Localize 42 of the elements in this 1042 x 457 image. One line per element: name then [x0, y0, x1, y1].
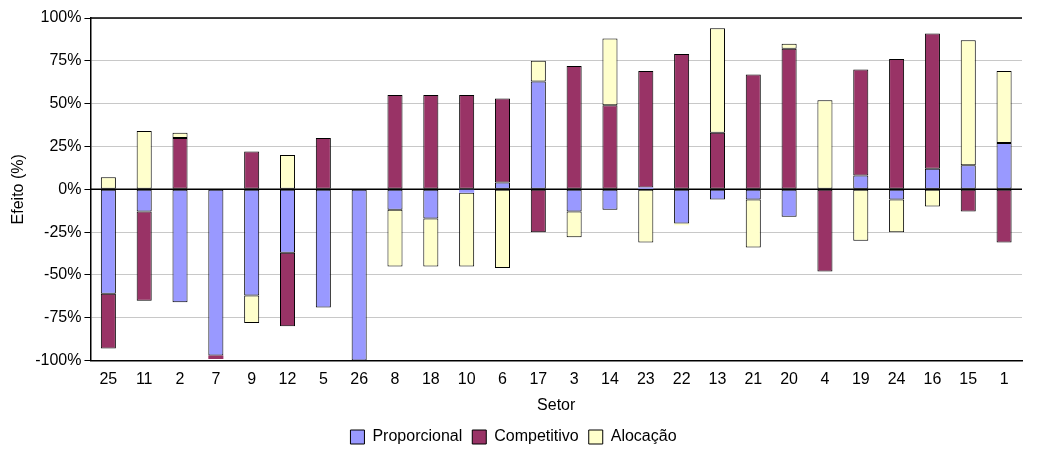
- x-tick-label: 5: [318, 369, 328, 387]
- x-tick-label: 19: [851, 369, 870, 387]
- y-axis-title: Efeito (%): [9, 154, 27, 225]
- x-axis-title: Setor: [537, 395, 577, 413]
- legend-label: Proporcional: [372, 427, 463, 445]
- y-tick-label: 50%: [49, 94, 82, 112]
- x-tick-label: 17: [529, 369, 548, 387]
- x-tick-label: 23: [636, 369, 655, 387]
- legend-label: Alocação: [610, 427, 677, 445]
- x-tick-label: 22: [672, 369, 691, 387]
- x-tick-label: 26: [350, 369, 369, 387]
- x-tick-label: 11: [135, 369, 153, 387]
- bar: [459, 189, 475, 193]
- x-tick-label: 4: [820, 369, 830, 387]
- x-tick-label: 25: [99, 369, 118, 387]
- x-tick-label: 9: [247, 369, 257, 387]
- x-tick-label: 13: [708, 369, 727, 387]
- x-tick-label: 6: [498, 369, 508, 387]
- y-tick-label: 0%: [58, 179, 82, 197]
- y-tick-label: 75%: [49, 51, 82, 69]
- y-tick-label: -100%: [35, 351, 82, 369]
- x-tick-label: 10: [457, 369, 476, 387]
- x-tick-label: 14: [601, 369, 619, 387]
- x-tick-label: 15: [959, 369, 978, 387]
- y-tick-label: 25%: [49, 136, 82, 154]
- legend-label: Competitivo: [494, 427, 579, 445]
- x-tick-label: 2: [175, 369, 185, 387]
- x-tick-label: 1: [999, 369, 1009, 387]
- x-tick-label: 3: [569, 369, 579, 387]
- x-tick-label: 21: [744, 369, 763, 387]
- x-tick-label: 18: [421, 369, 440, 387]
- x-tick-label: 20: [780, 369, 799, 387]
- bar: [208, 355, 224, 359]
- y-tick-label: -50%: [44, 265, 82, 283]
- y-tick-label: -75%: [44, 308, 82, 326]
- x-tick-label: 12: [278, 369, 297, 387]
- y-tick-label: 100%: [40, 8, 82, 26]
- x-tick-label: 8: [390, 369, 400, 387]
- x-tick-label: 7: [211, 369, 221, 387]
- x-tick-label: 16: [923, 369, 942, 387]
- x-tick-label: 24: [887, 369, 906, 387]
- y-tick-label: -25%: [44, 222, 82, 240]
